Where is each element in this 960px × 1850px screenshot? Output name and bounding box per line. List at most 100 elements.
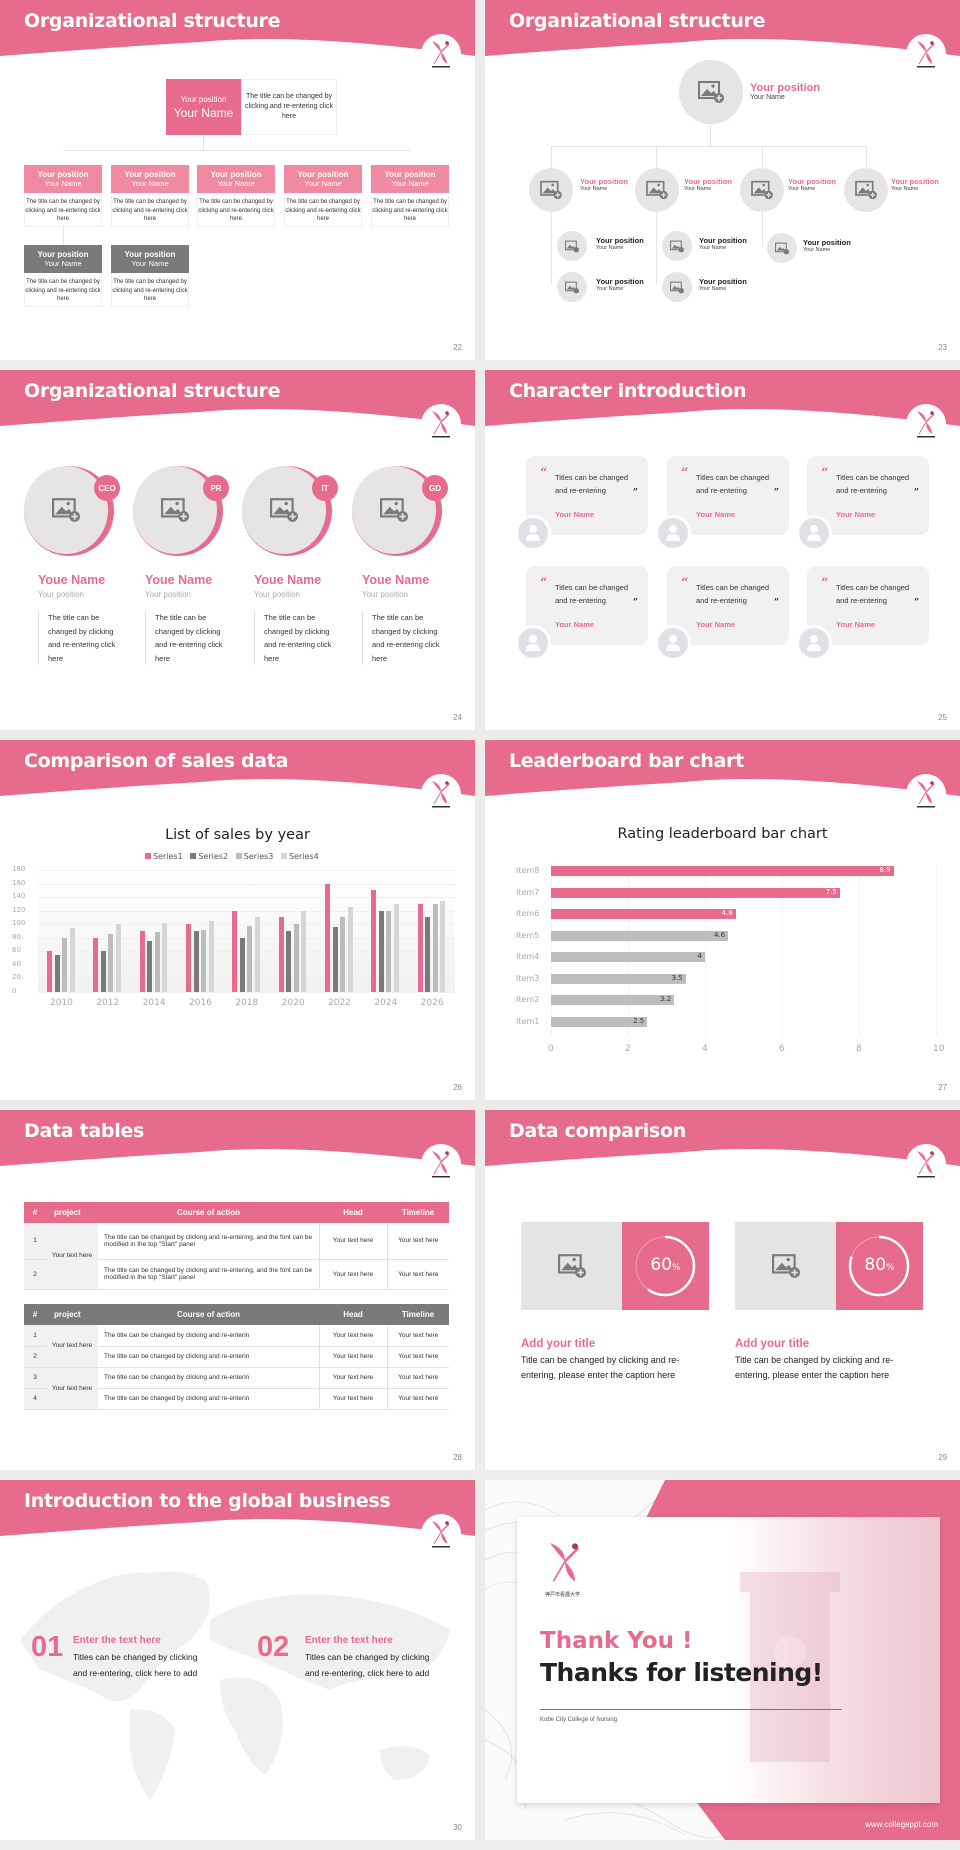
org-card[interactable]: Your position Your Name The title can be c…: [197, 165, 275, 227]
bar: [201, 929, 206, 992]
bar: [232, 910, 238, 992]
person-desc: The title can be changed by clicking and…: [362, 611, 444, 665]
header-wave: [0, 0, 475, 56]
slide-22-org-structure[interactable]: Organizational structure Your position Y…: [0, 0, 475, 360]
college-logo-icon: [550, 1543, 580, 1582]
org-card[interactable]: Your position Your Name The title can be c…: [111, 245, 189, 307]
page-number: 25: [938, 713, 947, 722]
image-placeholder[interactable]: [735, 1222, 836, 1310]
gridline: [38, 978, 455, 980]
slide-29-data-comparison[interactable]: Data comparison 60% Add your title Title…: [485, 1110, 960, 1470]
chart-legend: Series1 Series2 Series3 Series4: [145, 852, 319, 861]
item-heading: Enter the text here: [73, 1635, 161, 1646]
data-label: 3.2: [660, 995, 672, 1003]
page-number: 27: [938, 1083, 947, 1092]
bar: [286, 931, 292, 992]
org-card[interactable]: Your position Your Name The title can be c…: [284, 165, 362, 227]
connector-line: [551, 146, 552, 168]
gridline: [38, 992, 455, 993]
org-card[interactable]: Your position Your Name The title can be c…: [24, 245, 102, 307]
role-badge: IT: [312, 475, 338, 501]
person-name: Youe Name: [362, 573, 430, 587]
avatar: [796, 625, 832, 661]
top-description: The title can be changed by clicking and…: [241, 79, 337, 135]
level2-label: Your position Your Name: [891, 177, 939, 193]
x-tick-label: 2012: [96, 998, 120, 1008]
bar: [254, 917, 260, 992]
legend-swatch: [281, 853, 288, 859]
logo-icon: [432, 41, 450, 68]
bar: [139, 931, 145, 992]
org-card[interactable]: Your position Your Name The title can be c…: [111, 165, 189, 227]
website-link[interactable]: www.collegeppt.com: [865, 1820, 938, 1829]
org-card[interactable]: Your position Your Name The title can be c…: [371, 165, 449, 227]
bar: [47, 951, 52, 992]
photo-placeholder[interactable]: [662, 272, 692, 302]
image-add-icon: [565, 281, 579, 293]
connector-line: [656, 212, 657, 284]
photo-placeholder[interactable]: [635, 168, 679, 212]
college-logo: [421, 404, 461, 444]
photo-placeholder[interactable]: [662, 231, 692, 261]
user-icon: [666, 635, 680, 651]
top-position-box[interactable]: Your position Your Name: [166, 79, 241, 135]
user-icon: [526, 525, 540, 541]
org-card[interactable]: Your position Your Name The title can be c…: [24, 165, 102, 227]
role-badge: PR: [203, 475, 229, 501]
y-tick-label: Item5: [516, 930, 540, 940]
photo-placeholder[interactable]: [740, 168, 784, 212]
photo-placeholder[interactable]: [529, 168, 573, 212]
image-add-icon: [775, 242, 789, 254]
photo-placeholder[interactable]: [679, 60, 743, 124]
x-tick-label: 8: [856, 1044, 862, 1054]
person-position: Your position: [145, 590, 191, 599]
connector-line: [63, 225, 64, 245]
image-add-icon: [270, 498, 298, 522]
slide-26-sales-chart[interactable]: Comparison of sales data List of sales b…: [0, 740, 475, 1100]
level3-label: Your position Your Name: [699, 236, 747, 252]
data-label: 4.6: [713, 930, 726, 939]
avatar: [655, 515, 691, 551]
slide-31-thank-you[interactable]: 神戸市看護大学 Thank You ! Thanks for listening…: [485, 1480, 960, 1840]
progress-ring-icon: [634, 1235, 696, 1297]
photo-placeholder[interactable]: [557, 272, 587, 302]
data-label: 7.5: [825, 887, 837, 896]
photo-placeholder[interactable]: [767, 233, 797, 263]
item-number: 01: [31, 1631, 64, 1663]
y-tick-label: Item7: [516, 887, 540, 897]
slide-28-data-tables[interactable]: Data tables # project Course of action H…: [0, 1110, 475, 1470]
y-tick-label: 0: [12, 987, 17, 995]
slide-27-leaderboard[interactable]: Leaderboard bar chart Rating leaderboard…: [485, 740, 960, 1100]
thanks-subheading: Thanks for listening!: [540, 1658, 823, 1687]
x-tick-label: 2020: [281, 998, 305, 1008]
photo-ring[interactable]: [24, 466, 114, 556]
gridline: [705, 864, 706, 1036]
photo-ring[interactable]: [352, 466, 442, 556]
world-map-background: [20, 1571, 450, 1800]
college-logo: [906, 404, 946, 444]
image-placeholder[interactable]: [521, 1222, 622, 1310]
bar: 3.5: [551, 973, 686, 984]
photo-ring[interactable]: [242, 466, 332, 556]
data-label: 8.9: [879, 866, 891, 874]
image-add-icon: [670, 281, 684, 293]
image-add-icon: [855, 180, 877, 200]
y-tick-label: Item4: [516, 952, 540, 961]
slide-23-org-tree[interactable]: Organizational structure Your position Yo…: [485, 0, 960, 360]
clock-tower-image: [740, 1572, 840, 1762]
slide-title: Organizational structure: [509, 10, 766, 32]
photo-placeholder[interactable]: [844, 168, 888, 212]
image-add-icon: [161, 498, 189, 522]
slide-25-characters[interactable]: Character introduction “Titles can be ch…: [485, 370, 960, 730]
logo-text: 神戸市看護大学: [545, 1592, 581, 1598]
slide-title: Data comparison: [509, 1120, 686, 1142]
slide-24-team[interactable]: Organizational structure CEO Youe Name Y…: [0, 370, 475, 730]
slide-30-global-business[interactable]: Introduction to the global business 01 E…: [0, 1480, 475, 1840]
photo-placeholder[interactable]: [557, 231, 587, 261]
avatar: [515, 625, 551, 661]
image-add-icon: [698, 81, 724, 103]
y-tick-label: 60: [12, 946, 21, 955]
connector-line: [866, 146, 867, 168]
bar: [193, 931, 199, 992]
person-desc: The title can be changed by clicking and…: [38, 611, 120, 665]
